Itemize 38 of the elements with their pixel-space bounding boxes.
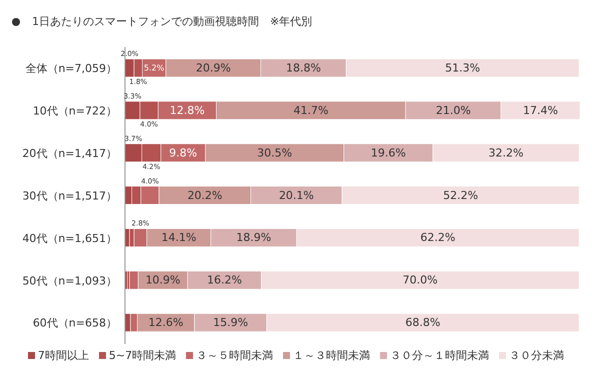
data-label: 14.1% [161, 231, 196, 244]
data-label: 18.8% [286, 62, 321, 74]
data-label: 21.0% [436, 104, 471, 117]
data-label: 20.9% [196, 62, 231, 74]
legend-label: 7時間以上 [36, 348, 89, 363]
data-label: 10.9% [145, 274, 180, 287]
data-label: 16.2% [206, 274, 242, 287]
data-label: 19.6% [370, 146, 406, 160]
y-tick-label: 40代（n=1,651） [22, 232, 117, 245]
legend-label: １～３時間未満 [292, 348, 370, 363]
data-label: 17.4% [523, 104, 558, 117]
y-tick-label: 50代（n=1,093） [22, 274, 117, 288]
data-label: 62.2% [420, 231, 456, 244]
data-label: 52.2% [443, 188, 478, 202]
legend-label: ３０分～１時間未満 [389, 348, 490, 363]
legend-label: ３～５時間未満 [195, 348, 274, 363]
data-label: 5.2% [144, 64, 165, 72]
data-label: 15.9% [213, 316, 248, 330]
y-tick-label: 10代（n=722） [32, 104, 117, 118]
data-label: 68.8% [405, 316, 440, 330]
legend-label: 5~7時間未満 [108, 348, 176, 363]
y-tick-label: 20代（n=1,417） [22, 146, 117, 160]
y-tick-label: 60代（n=658） [32, 316, 117, 330]
data-label: 41.7% [293, 104, 328, 117]
data-label: 30.5% [257, 146, 292, 160]
y-tick-label: 全体（n=7,059） [25, 62, 117, 76]
y-tick-label: 30代（n=1,517） [22, 189, 117, 202]
data-label: 18.9% [236, 231, 272, 244]
data-label: 12.6% [148, 316, 184, 330]
data-label: 20.1% [278, 188, 314, 202]
data-label: 70.0% [402, 274, 438, 287]
data-label: 32.2% [488, 146, 524, 160]
data-label: 51.3% [445, 62, 480, 74]
data-label: 20.2% [187, 188, 222, 202]
data-label: 12.8% [170, 104, 205, 117]
chart-title: 1日あたりのスマートフォンでの動画視聴時間 ※年代別 [32, 14, 312, 29]
data-label: 9.8% [169, 146, 198, 160]
legend-label: ３０分未満 [508, 348, 564, 363]
